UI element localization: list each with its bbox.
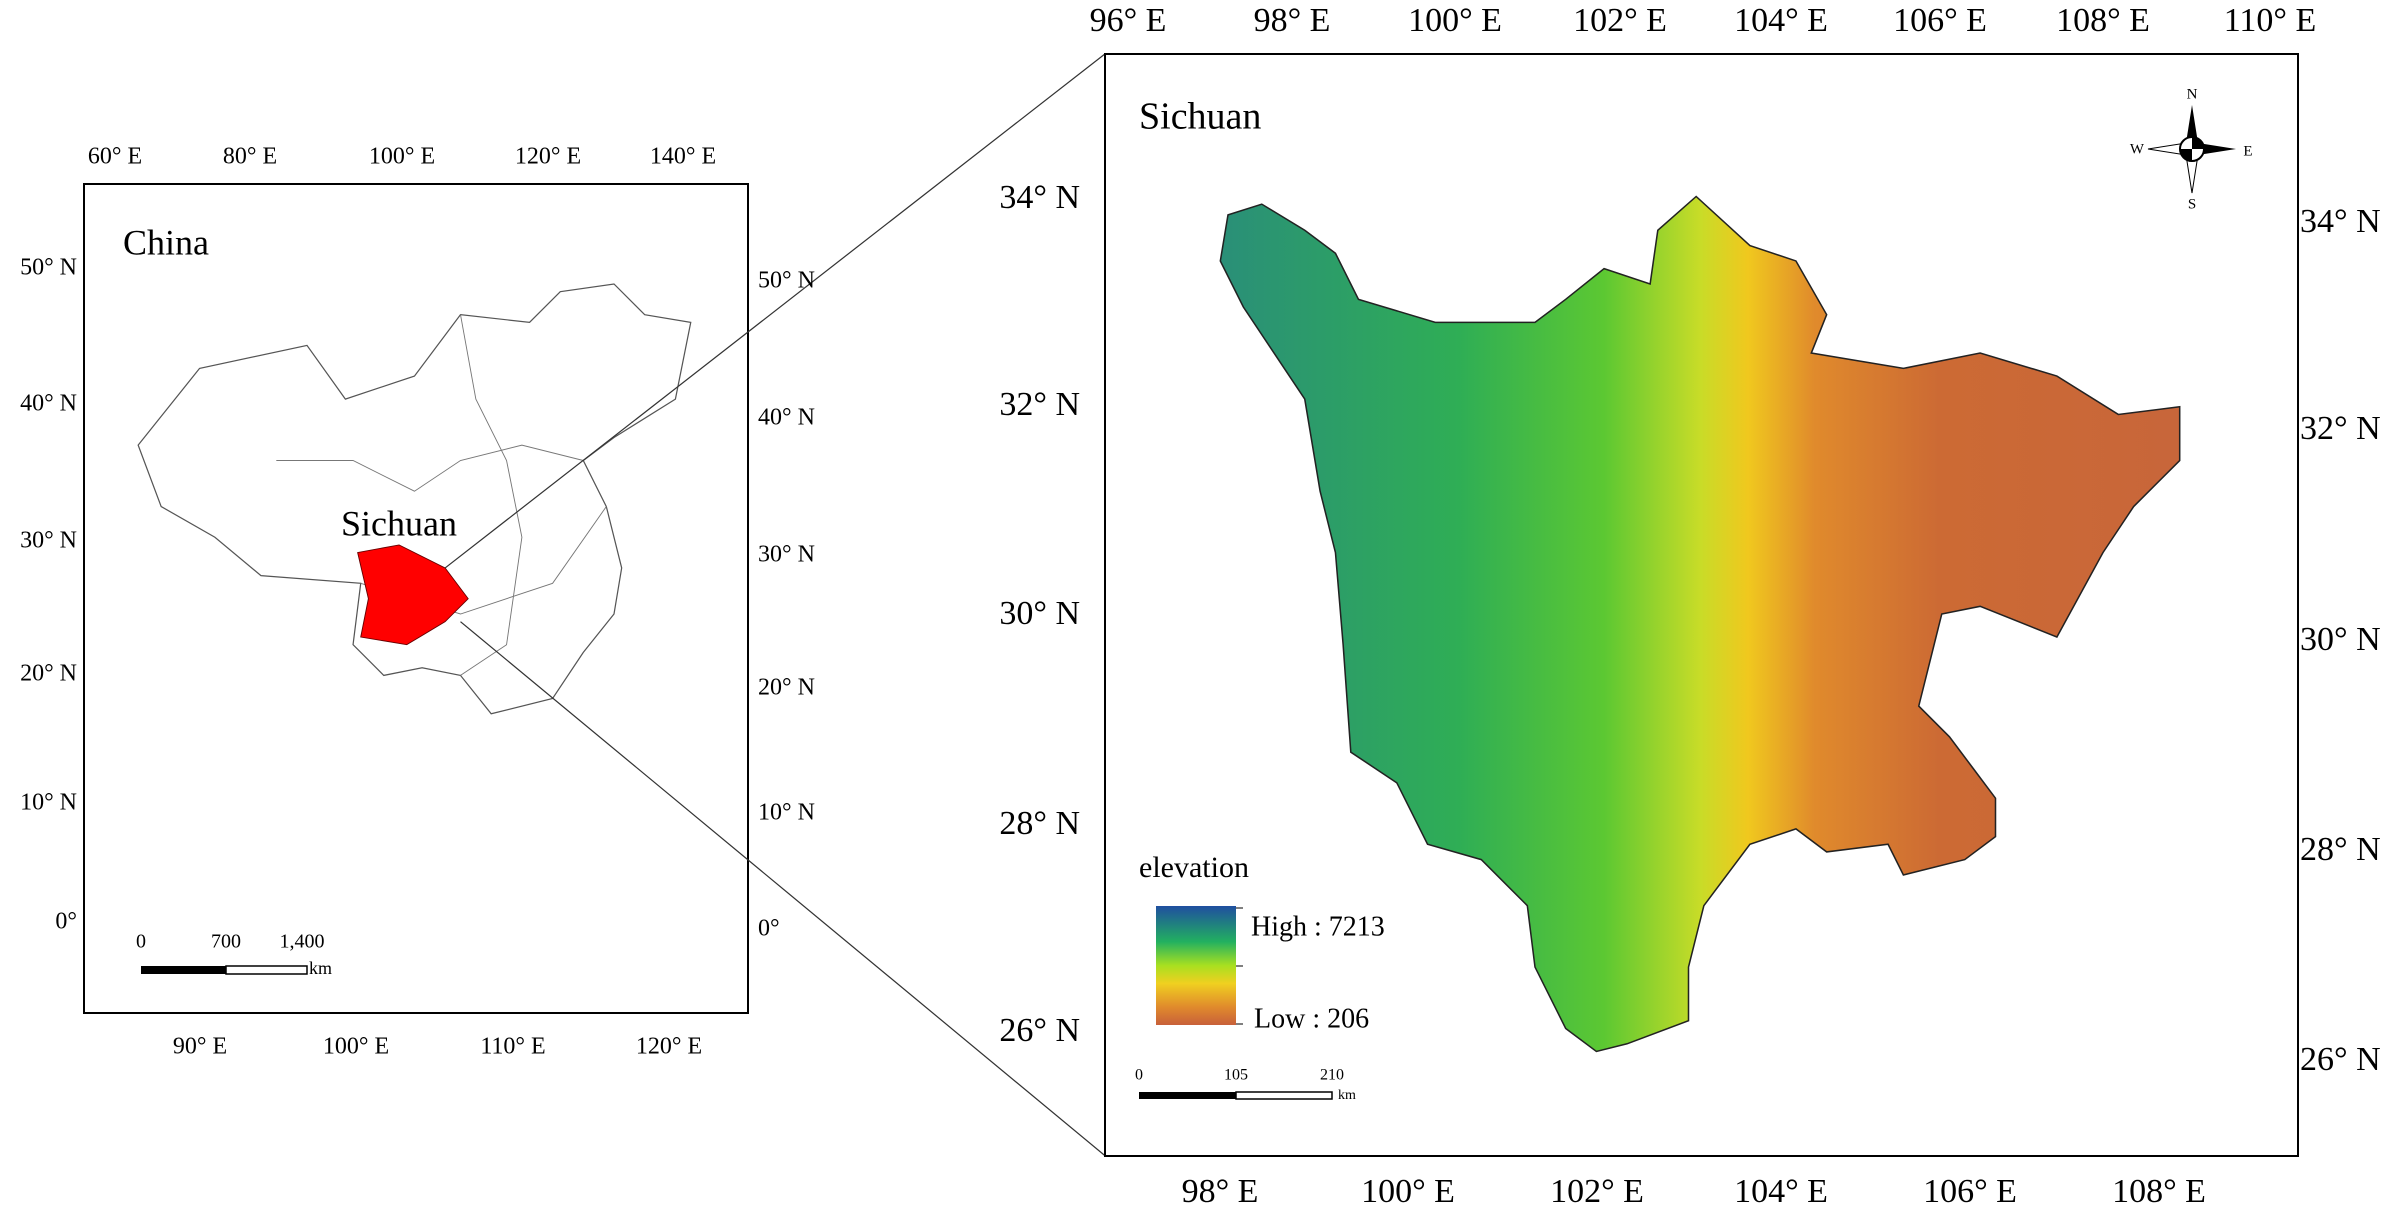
scale-label: 0 [1135,1067,1143,1084]
compass-e: E [2243,143,2252,159]
top-tick-label: 110° E [2224,2,2317,39]
left-tick-label: 40° N [20,391,77,417]
bottom-tick-label: 110° E [480,1034,545,1060]
left-tick-label: 50° N [20,255,77,281]
left-tick-label: 34° N [999,179,1080,216]
scale-bar [225,965,308,975]
sichuan-highlight [357,544,469,646]
compass-s: S [2188,196,2196,212]
bottom-tick-label: 100° E [323,1034,389,1060]
scale-label: 700 [211,931,241,953]
top-tick-label: 104° E [1734,2,1828,39]
right-tick-label: 30° N [758,542,815,568]
right-tick-label: 0° [758,916,780,942]
region-label: Sichuan [341,503,457,543]
detail-title: Sichuan [1139,96,1261,138]
legend-low: Low : 206 [1254,1003,1369,1034]
top-tick-label: 106° E [1893,2,1987,39]
right-tick-label: 40° N [758,405,815,431]
right-tick-label: 30° N [2300,621,2381,658]
compass [2147,105,2236,194]
legend-high: High : 7213 [1251,911,1385,942]
top-tick-label: 140° E [650,144,716,170]
china-outline [137,53,1106,1157]
scale-bar [1139,1092,1236,1099]
left-tick-label: 26° N [999,1012,1080,1049]
scale-label: 1,400 [280,931,325,953]
scale-label: 210 [1320,1067,1344,1084]
bottom-tick-label: 106° E [1923,1173,2017,1210]
top-tick-label: 108° E [2056,2,2150,39]
left-tick-label: 30° N [20,528,77,554]
left-tick-label: 32° N [999,386,1080,423]
top-tick-label: 100° E [369,144,435,170]
scale-label: 0 [136,931,146,953]
overview-frame [83,183,749,1014]
legend-ramp [1156,906,1236,1025]
top-tick-label: 98° E [1254,2,1331,39]
top-tick-label: 100° E [1408,2,1502,39]
connector-line [444,53,1106,569]
right-tick-label: 26° N [2300,1041,2381,1078]
top-tick-label: 96° E [1090,2,1167,39]
scale-unit: km [1338,1088,1356,1103]
compass-n: N [2187,86,2198,102]
top-tick-label: 120° E [515,144,581,170]
right-tick-label: 28° N [2300,831,2381,868]
right-tick-label: 20° N [758,675,815,701]
connector-line [460,621,1106,1157]
bottom-tick-label: 102° E [1550,1173,1644,1210]
top-tick-label: 80° E [223,144,277,170]
scale-bar [141,966,226,974]
scale-label: 105 [1224,1067,1248,1084]
sichuan-elevation [1219,195,2181,1053]
left-tick-label: 0° [55,909,77,935]
compass-w: W [2130,141,2145,157]
left-tick-label: 20° N [20,661,77,687]
right-tick-label: 10° N [758,800,815,826]
right-tick-label: 50° N [758,268,815,294]
right-tick-label: 32° N [2300,410,2381,447]
right-tick-label: 34° N [2300,203,2381,240]
left-tick-label: 10° N [20,790,77,816]
bottom-tick-label: 120° E [636,1034,702,1060]
scale-bar [1235,1091,1333,1100]
top-tick-label: 60° E [88,144,142,170]
legend-title: elevation [1139,851,1249,884]
scale-unit: km [309,958,332,978]
bottom-tick-label: 108° E [2112,1173,2206,1210]
left-tick-label: 30° N [999,595,1080,632]
top-tick-label: 102° E [1573,2,1667,39]
bottom-tick-label: 104° E [1734,1173,1828,1210]
left-tick-label: 28° N [999,805,1080,842]
bottom-tick-label: 98° E [1182,1173,1259,1210]
overview-title: China [123,222,209,262]
bottom-tick-label: 90° E [173,1034,227,1060]
bottom-tick-label: 100° E [1361,1173,1455,1210]
